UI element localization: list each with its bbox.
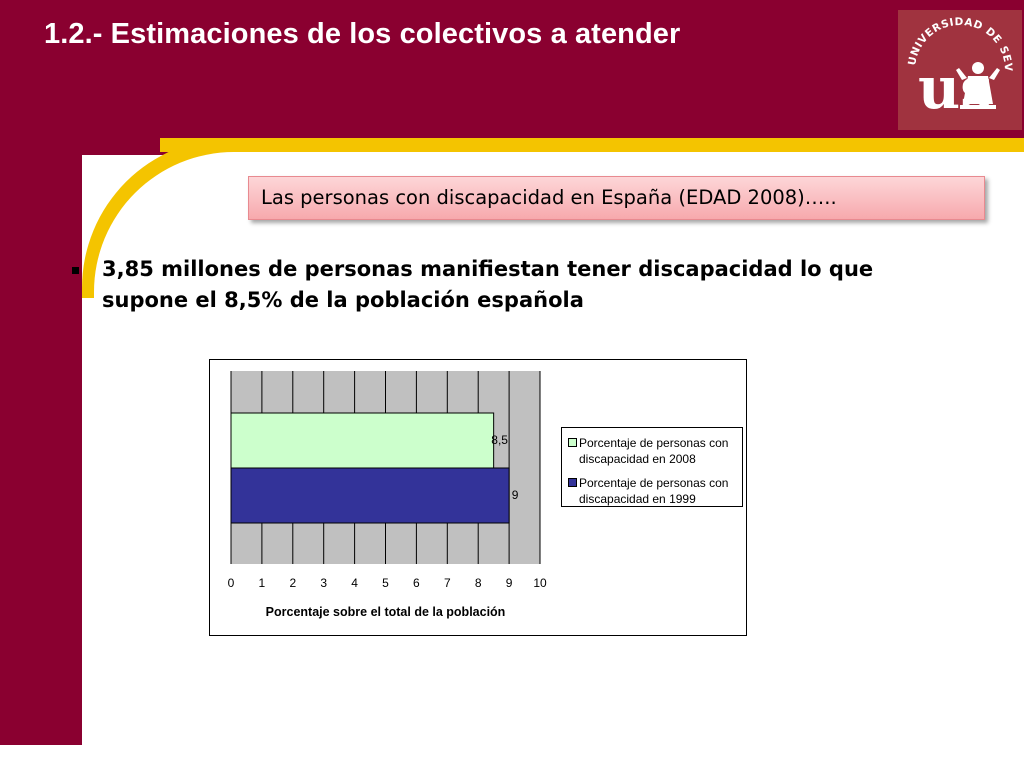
bar-0 (230, 412, 495, 469)
bar-1 (230, 467, 510, 524)
subtitle-text: Las personas con discapacidad en España … (261, 186, 837, 209)
chart-frame: 0 1 2 3 4 5 6 7 8 9 10 8,5 9 Porcentaje sobre el tota… (209, 359, 747, 636)
x-tick-label: 2 (289, 576, 296, 590)
x-tick-label: 0 (228, 576, 235, 590)
bar-chart: 0 1 2 3 4 5 6 7 8 9 10 8,5 9 Porcentaje sobre el tota… (228, 371, 547, 619)
x-tick-label: 7 (444, 576, 451, 590)
bullet-square-icon (72, 267, 79, 274)
legend-swatch (568, 478, 577, 487)
bar-value-label: 9 (512, 488, 519, 502)
x-tick-label: 10 (533, 576, 547, 590)
x-tick-label: 1 (259, 576, 266, 590)
bullet-text: 3,85 millones de personas manifiestan te… (102, 257, 874, 312)
bar-value-label: 8,5 (491, 433, 508, 447)
gold-accent-line (160, 138, 1024, 152)
x-tick-label: 3 (320, 576, 327, 590)
university-logo: UNIVERSIDAD DE SEVILLA us (898, 10, 1022, 130)
x-tick-label: 6 (413, 576, 420, 590)
x-tick-label: 4 (351, 576, 358, 590)
legend-label: Porcentaje de personas con discapacidad … (579, 436, 729, 466)
x-tick-label: 9 (506, 576, 513, 590)
chart-legend: Porcentaje de personas con discapacidad … (561, 427, 743, 507)
x-tick-label: 8 (475, 576, 482, 590)
legend-swatch (568, 438, 577, 447)
x-tick-label: 5 (382, 576, 389, 590)
legend-label: Porcentaje de personas con discapacidad … (579, 476, 729, 506)
x-axis-label: Porcentaje sobre el total de la població… (266, 605, 506, 619)
subtitle-box: Las personas con discapacidad en España … (248, 176, 985, 220)
side-band (0, 0, 82, 745)
seal-figure-icon (956, 62, 1000, 109)
header-band (0, 0, 1024, 155)
slide-title: 1.2.- Estimaciones de los colectivos a a… (44, 18, 681, 50)
